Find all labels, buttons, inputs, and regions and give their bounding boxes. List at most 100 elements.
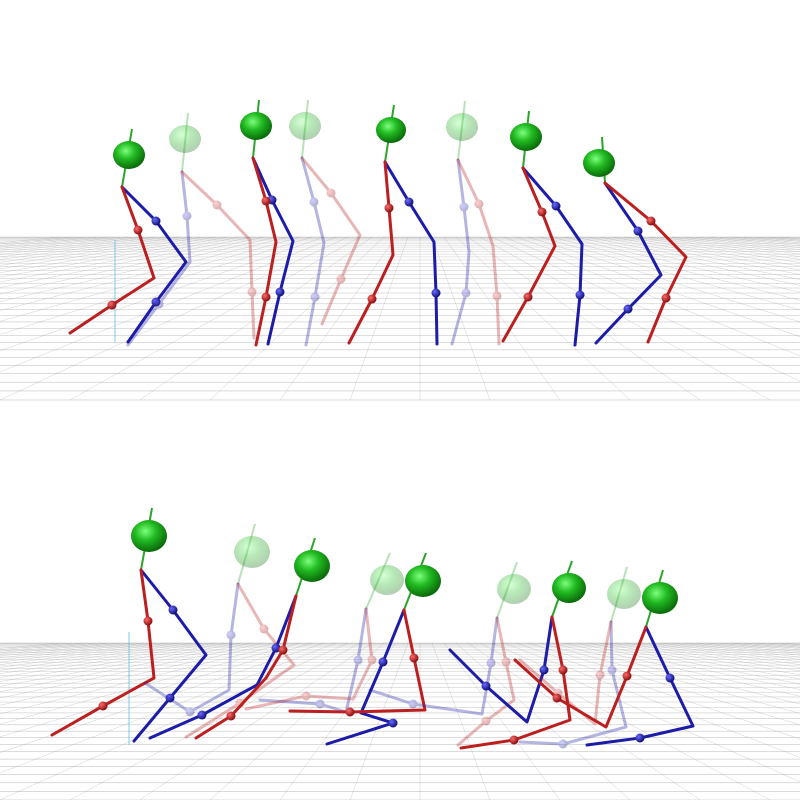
joint-dot-icon <box>607 665 617 675</box>
joint-dot-icon <box>461 288 471 298</box>
joint-dot-icon <box>154 299 164 309</box>
left-leg <box>513 625 648 729</box>
joint-dot-icon <box>367 655 377 665</box>
left-leg <box>251 156 278 347</box>
joint-dot-icon <box>501 657 511 667</box>
sphere-icon <box>240 112 272 140</box>
joint-dot-icon <box>558 665 568 675</box>
joint-dot-icon <box>247 287 257 297</box>
joint-dot-icon <box>315 699 325 709</box>
sphere-icon <box>497 574 531 604</box>
joint-dot-icon <box>622 671 632 681</box>
sphere-icon <box>405 565 441 597</box>
skeleton-frame <box>368 561 531 747</box>
sphere-icon <box>376 117 406 143</box>
sphere-icon <box>131 520 167 552</box>
left-leg <box>288 608 427 717</box>
joint-dot-icon <box>133 225 143 235</box>
joint-dot-icon <box>165 693 175 703</box>
joint-dot-icon <box>509 735 519 745</box>
right-leg <box>594 181 663 345</box>
joint-dot-icon <box>408 699 418 709</box>
right-leg <box>585 625 695 747</box>
right-leg <box>300 156 326 347</box>
joint-dot-icon <box>558 739 568 749</box>
skeleton-frame <box>148 537 330 740</box>
skeleton-frame <box>50 507 208 743</box>
joint-dot-icon <box>310 292 320 302</box>
sphere-icon <box>446 113 478 141</box>
joint-dot-icon <box>98 701 108 711</box>
left-leg <box>194 594 298 740</box>
left-leg <box>68 185 156 335</box>
bottom-panel <box>50 507 695 750</box>
joint-dot-icon <box>481 716 491 726</box>
joint-dot-icon <box>575 290 585 300</box>
joint-dot-icon <box>474 199 484 209</box>
sphere-icon <box>294 550 330 582</box>
left-leg <box>456 616 516 747</box>
skeleton-frames <box>50 99 695 750</box>
skeleton-frame <box>68 128 188 344</box>
joint-dot-icon <box>551 201 561 211</box>
left-leg <box>501 166 557 343</box>
joint-dot-icon <box>404 197 414 207</box>
joint-dot-icon <box>388 718 398 728</box>
joint-dot-icon <box>646 216 656 226</box>
right-leg <box>132 568 208 743</box>
joint-dot-icon <box>409 653 419 663</box>
right-leg <box>383 160 441 346</box>
skeleton-frame <box>448 560 586 750</box>
joint-dot-icon <box>185 707 195 717</box>
right-leg <box>368 616 499 716</box>
joint-dot-icon <box>353 655 363 665</box>
joint-dot-icon <box>661 293 671 303</box>
joint-dot-icon <box>623 304 633 314</box>
right-leg <box>126 170 192 347</box>
ground-grid-top <box>0 236 800 401</box>
joint-dot-icon <box>226 711 236 721</box>
joint-dot-icon <box>665 673 675 683</box>
joint-dot-icon <box>212 200 222 210</box>
top-panel <box>68 99 688 347</box>
joint-dot-icon <box>367 294 377 304</box>
sphere-icon <box>642 582 678 614</box>
left-leg <box>459 615 572 750</box>
right-leg <box>325 608 406 746</box>
sphere-icon <box>289 112 321 140</box>
left-leg <box>244 607 377 711</box>
skeleton-frame <box>126 112 257 347</box>
joint-dot-icon <box>278 645 288 655</box>
sphere-icon <box>113 141 145 169</box>
skeleton-frame <box>143 523 296 739</box>
right-leg <box>450 158 471 346</box>
skeleton-frame <box>583 136 688 345</box>
left-leg <box>300 156 362 326</box>
skeleton-frame <box>446 100 502 346</box>
joint-dot-icon <box>378 657 388 667</box>
sphere-icon <box>234 536 270 568</box>
left-leg <box>456 158 502 346</box>
right-leg <box>143 582 240 717</box>
sphere-icon <box>552 573 586 603</box>
joint-dot-icon <box>595 670 605 680</box>
right-leg <box>521 166 585 347</box>
joint-dot-icon <box>537 207 547 217</box>
joint-dot-icon <box>151 216 161 226</box>
skeleton-frame <box>288 552 441 746</box>
sphere-icon <box>169 125 201 153</box>
skeleton-frame <box>518 566 641 749</box>
joint-dot-icon <box>552 693 562 703</box>
joint-dot-icon <box>492 291 502 301</box>
joint-dot-icon <box>107 300 117 310</box>
joint-dot-icon <box>309 197 319 207</box>
left-leg <box>603 181 688 344</box>
joint-dot-icon <box>261 196 271 206</box>
joint-dot-icon <box>226 630 236 640</box>
joint-dot-icon <box>459 202 469 212</box>
joint-dot-icon <box>168 605 178 615</box>
joint-dot-icon <box>635 733 645 743</box>
joint-dot-icon <box>326 188 336 198</box>
